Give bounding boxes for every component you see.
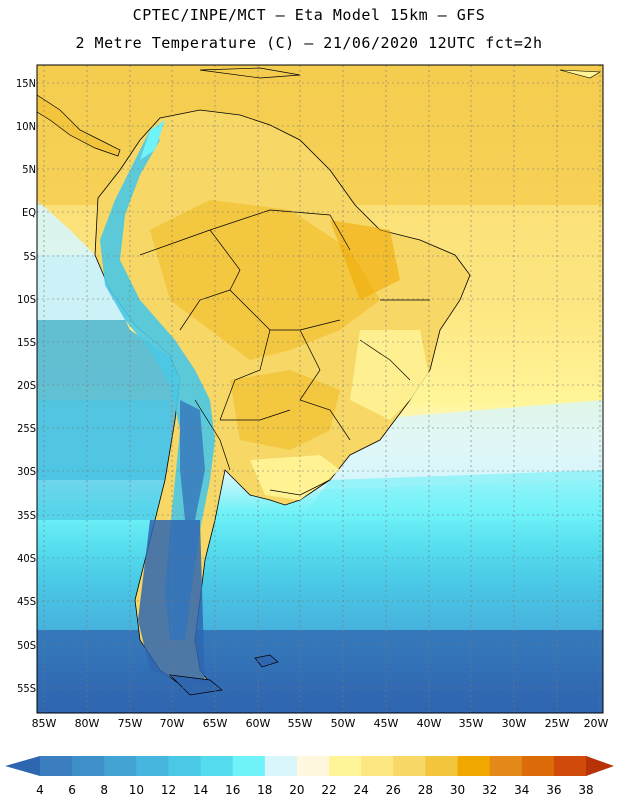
colorbar-label: 18	[257, 783, 273, 797]
lon-label-20w: 20W	[583, 717, 609, 730]
lat-label-50s: 50S	[17, 639, 36, 652]
colorbar-swatch	[264, 756, 298, 776]
colorbar-swatch	[296, 756, 330, 776]
colorbar-label: 12	[160, 783, 177, 797]
colorbar-label: 10	[128, 783, 144, 797]
lat-label-10n: 10N	[16, 120, 36, 133]
colorbar-label: 38	[578, 783, 594, 797]
colorbar-swatch	[457, 756, 491, 776]
colorbar-label: 30	[449, 783, 466, 797]
colorbar-label: 6	[68, 783, 76, 797]
lat-lon-grid	[37, 65, 603, 713]
map-subtitle: 2 Metre Temperature (C) – 21/06/2020 12U…	[75, 34, 543, 52]
lat-label-45s: 45S	[17, 595, 36, 608]
colorbar-label: 16	[225, 783, 241, 797]
lon-label-25w: 25W	[544, 717, 570, 730]
lon-label-45w: 45W	[373, 717, 399, 730]
colorbar-swatch	[361, 756, 394, 776]
lat-label-15n: 15N	[16, 77, 36, 90]
colorbar-swatch	[425, 756, 459, 776]
colorbar-swatch	[393, 756, 426, 776]
colorbar-swatch	[489, 756, 523, 776]
colorbar-label: 14	[192, 783, 209, 797]
colorbar-swatch	[200, 756, 234, 776]
map-title: CPTEC/INPE/MCT – Eta Model 15km – GFS	[132, 6, 486, 24]
colorbar-swatch	[329, 756, 362, 776]
colorbar-right-arrow	[586, 756, 614, 776]
colorbar-swatch	[232, 756, 266, 776]
colorbar-left-arrow	[5, 756, 40, 776]
lon-label-35w: 35W	[458, 717, 484, 730]
lon-label-55w: 55W	[287, 717, 313, 730]
colorbar-label: 32	[482, 783, 498, 797]
colorbar-swatch	[40, 756, 73, 776]
lat-label-40s: 40S	[17, 552, 36, 565]
lat-label-55s: 55S	[17, 682, 36, 695]
lat-label-20s: 20S	[17, 379, 36, 392]
temperature-colorbar	[5, 756, 614, 776]
lat-label-10s: 10S	[17, 293, 36, 306]
lon-label-60w: 60W	[245, 717, 271, 730]
lat-label-30s: 30S	[17, 465, 36, 478]
lat-label-5n: 5N	[22, 163, 36, 176]
lon-label-80w: 80W	[74, 717, 100, 730]
lon-label-50w: 50W	[330, 717, 356, 730]
lon-label-30w: 30W	[501, 717, 527, 730]
colorbar-swatch	[521, 756, 555, 776]
lat-label-25s: 25S	[17, 422, 36, 435]
colorbar-swatch	[104, 756, 137, 776]
lon-label-70w: 70W	[159, 717, 185, 730]
lat-label-15s: 15S	[17, 336, 36, 349]
lat-label-5s: 5S	[23, 250, 36, 263]
colorbar-swatch	[168, 756, 202, 776]
colorbar-label: 22	[321, 783, 337, 797]
colorbar-label: 20	[289, 783, 305, 797]
lat-label-eq: EQ	[21, 206, 36, 219]
colorbar-swatch	[136, 756, 169, 776]
colorbar-label: 26	[385, 783, 401, 797]
colorbar-swatch	[72, 756, 105, 776]
colorbar-label: 36	[546, 783, 562, 797]
lon-label-75w: 75W	[117, 717, 143, 730]
colorbar-swatch	[553, 756, 587, 776]
colorbar-label: 24	[353, 783, 369, 797]
lon-label-65w: 65W	[202, 717, 228, 730]
colorbar-label: 4	[36, 783, 44, 797]
colorbar-label: 34	[514, 783, 530, 797]
lat-label-35s: 35S	[17, 509, 36, 522]
lon-label-85w: 85W	[31, 717, 57, 730]
lon-label-40w: 40W	[416, 717, 442, 730]
colorbar-label: 8	[100, 783, 109, 797]
colorbar-label: 28	[417, 783, 434, 797]
map-frame	[36, 64, 604, 714]
